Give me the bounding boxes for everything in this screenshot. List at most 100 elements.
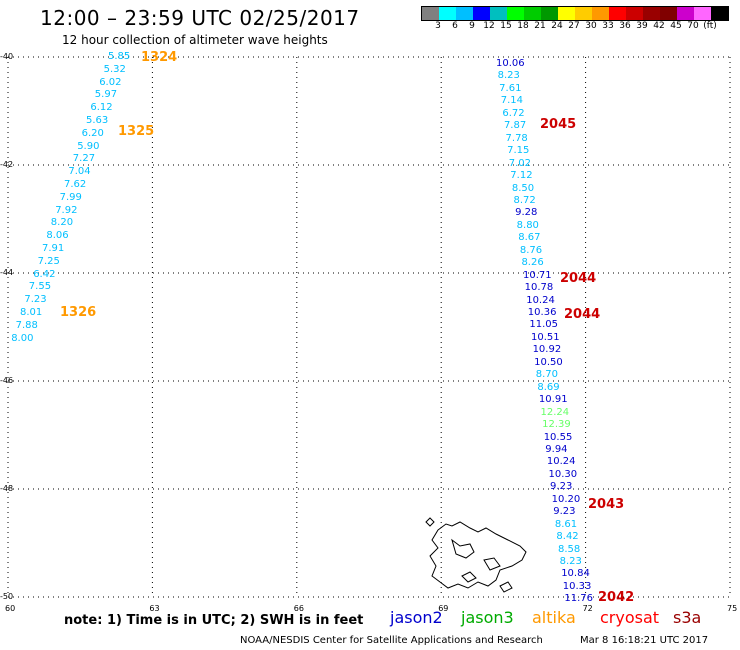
wave-height-value: 10.30 [548, 468, 578, 480]
wave-height-value: 7.25 [37, 255, 60, 267]
wave-height-value: 7.87 [503, 120, 527, 132]
wave-height-value: 10.51 [530, 331, 560, 343]
wave-height-value: 8.67 [518, 232, 541, 244]
wave-height-value: 7.91 [42, 243, 65, 254]
legend-swatch [575, 7, 592, 20]
wave-height-value: 8.00 [11, 332, 34, 344]
legend-swatch [694, 7, 711, 20]
pass-time-label: 2044 [564, 307, 601, 322]
wave-height-value: 10.84 [561, 568, 590, 580]
legend-swatch [626, 7, 643, 20]
pass-time-label: 1324 [141, 50, 178, 65]
wave-height-value: 10.71 [523, 269, 552, 281]
wave-height-value: 10.91 [538, 394, 568, 406]
legend-swatch [677, 7, 694, 20]
legend-swatch [507, 7, 524, 20]
legend-label: 6 [452, 21, 458, 31]
wave-height-value: 7.15 [507, 145, 530, 157]
wave-height-value: 7.55 [28, 281, 52, 293]
legend-label: 18 [517, 21, 529, 31]
wave-height-value: 9.23 [553, 506, 576, 518]
legend-swatch [643, 7, 660, 20]
legend-swatch [524, 7, 541, 20]
legend-label: 21 [534, 21, 546, 31]
legend-swatch [490, 7, 507, 20]
credit-line: NOAA/NESDIS Center for Satellite Applica… [240, 635, 543, 646]
wave-height-value: 7.27 [72, 153, 96, 165]
wave-height-value: 8.01 [20, 307, 43, 318]
wave-height-value: 10.50 [534, 356, 563, 368]
latitude-tick-label: -44 [0, 268, 14, 277]
longitude-tick-label: 72 [582, 604, 593, 613]
wave-height-value: 9.94 [545, 443, 568, 455]
wave-height-value: 7.61 [499, 82, 522, 94]
wave-height-value: 7.04 [68, 166, 91, 178]
wave-height-value: 5.63 [86, 115, 109, 126]
generation-timestamp: Mar 8 16:18:21 UTC 2017 [580, 635, 709, 646]
legend-swatch [456, 7, 473, 20]
wave-height-value: 7.23 [24, 294, 47, 306]
wave-height-value: 6.42 [33, 268, 56, 280]
pass-time-label: 1326 [60, 305, 97, 320]
pass-time-label: 2045 [540, 117, 577, 132]
legend-swatch [422, 7, 439, 20]
legend-label: 42 [653, 21, 665, 31]
legend-label: 36 [619, 21, 631, 31]
wave-height-value: 7.12 [510, 170, 533, 182]
wave-height-value: 7.88 [15, 319, 38, 331]
wave-height-value: 8.26 [521, 257, 544, 269]
wave-height-value: 8.58 [558, 543, 581, 555]
satellite-legend-s3a: s3a [673, 608, 702, 627]
legend-swatch [473, 7, 490, 20]
longitude-tick-label: 75 [727, 604, 738, 613]
map-title: 12:00 – 23:59 UTC 02/25/2017 [40, 6, 360, 30]
wave-height-value: 8.69 [537, 381, 560, 393]
legend-swatch [541, 7, 558, 20]
wave-height-value: 8.50 [511, 182, 535, 194]
wave-height-value: 9.23 [550, 481, 573, 493]
wave-height-value: 7.78 [505, 132, 528, 144]
latitude-tick-label: -48 [0, 484, 14, 493]
satellite-legend-jason3: jason3 [461, 608, 514, 627]
legend-label: 70 [687, 21, 699, 31]
wave-height-value: 10.06 [496, 58, 525, 69]
legend-swatch [711, 7, 728, 20]
wave-height-value: 7.99 [59, 191, 82, 203]
wave-height-value: 6.02 [99, 76, 122, 88]
wave-height-value: 12.24 [540, 406, 570, 418]
wave-height-value: 8.42 [556, 531, 579, 543]
wave-height-value: 10.24 [546, 456, 576, 468]
pass-time-label: 2043 [588, 497, 625, 512]
wave-height-value: 7.92 [55, 204, 78, 216]
satellite-legend-altika: altika [532, 608, 576, 627]
map-grid [7, 56, 731, 598]
map-subtitle: 12 hour collection of altimeter wave hei… [62, 33, 328, 47]
legend-swatch [609, 7, 626, 20]
legend-label: 9 [469, 21, 475, 31]
latitude-tick-label: -50 [0, 592, 14, 601]
satellite-legend-jason2: jason2 [390, 608, 443, 627]
wave-height-value: 8.23 [559, 556, 582, 567]
latitude-tick-label: -46 [0, 376, 14, 385]
wave-height-value: 6.12 [90, 102, 113, 114]
latitude-tick-label: -42 [0, 160, 14, 169]
satellite-legend-cryosat: cryosat [600, 608, 660, 627]
wave-height-value: 8.70 [535, 369, 559, 381]
wave-height-value: 5.85 [108, 51, 131, 62]
longitude-tick-label: 63 [149, 604, 160, 613]
wave-height-value: 8.06 [46, 230, 69, 242]
legend-label: 45 [670, 21, 682, 31]
wave-height-value: 8.76 [519, 244, 543, 256]
wave-height-value: 6.72 [502, 107, 525, 119]
pass-time-label: 1325 [118, 124, 155, 139]
longitude-tick-label: 69 [438, 604, 449, 613]
wave-height-value: 7.62 [64, 179, 87, 190]
legend-label: 33 [602, 21, 614, 31]
wave-height-value: 10.55 [543, 431, 573, 443]
wave-height-value: 8.20 [50, 217, 74, 229]
pass-time-label: 2042 [598, 590, 635, 605]
longitude-tick-label: 60 [5, 604, 16, 613]
wave-height-value: 11.76 [564, 593, 593, 605]
legend-swatch [660, 7, 677, 20]
